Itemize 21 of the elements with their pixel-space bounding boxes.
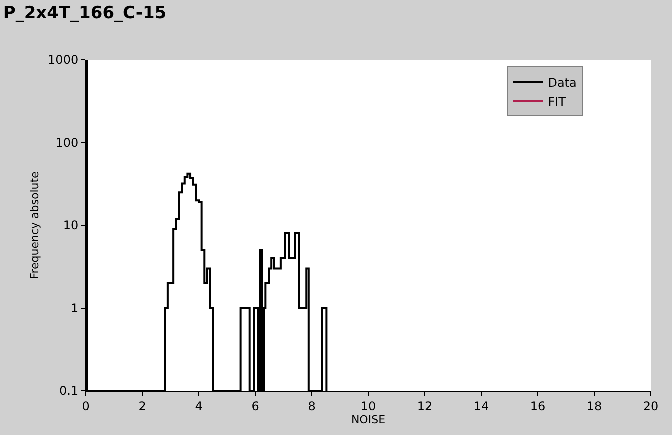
x-tick-label: 8	[308, 399, 316, 414]
x-tick-label: 18	[586, 399, 602, 414]
legend-label: FIT	[548, 94, 567, 109]
y-tick-label: 10	[63, 218, 79, 233]
x-tick-label: 2	[138, 399, 146, 414]
x-tick-label: 16	[530, 399, 546, 414]
x-tick-label: 6	[252, 399, 260, 414]
y-tick-label: 0.1	[60, 384, 79, 398]
x-tick-label: 12	[417, 399, 433, 414]
y-tick-label: 1	[70, 301, 79, 316]
chart-title: P_2x4T_166_C-15	[3, 3, 167, 24]
x-tick-label: 4	[195, 399, 203, 414]
x-tick-label: 20	[643, 399, 659, 414]
x-tick-label: 0	[82, 399, 90, 414]
y-axis-title: Frequency absolute	[28, 171, 42, 280]
y-tick-label: 1000	[48, 53, 79, 68]
y-tick-label: 100	[56, 136, 79, 150]
x-tick-label: 10	[360, 399, 376, 414]
legend-label: Data	[548, 76, 577, 90]
x-axis-title: NOISE	[351, 413, 386, 426]
x-tick-label: 14	[474, 399, 490, 414]
